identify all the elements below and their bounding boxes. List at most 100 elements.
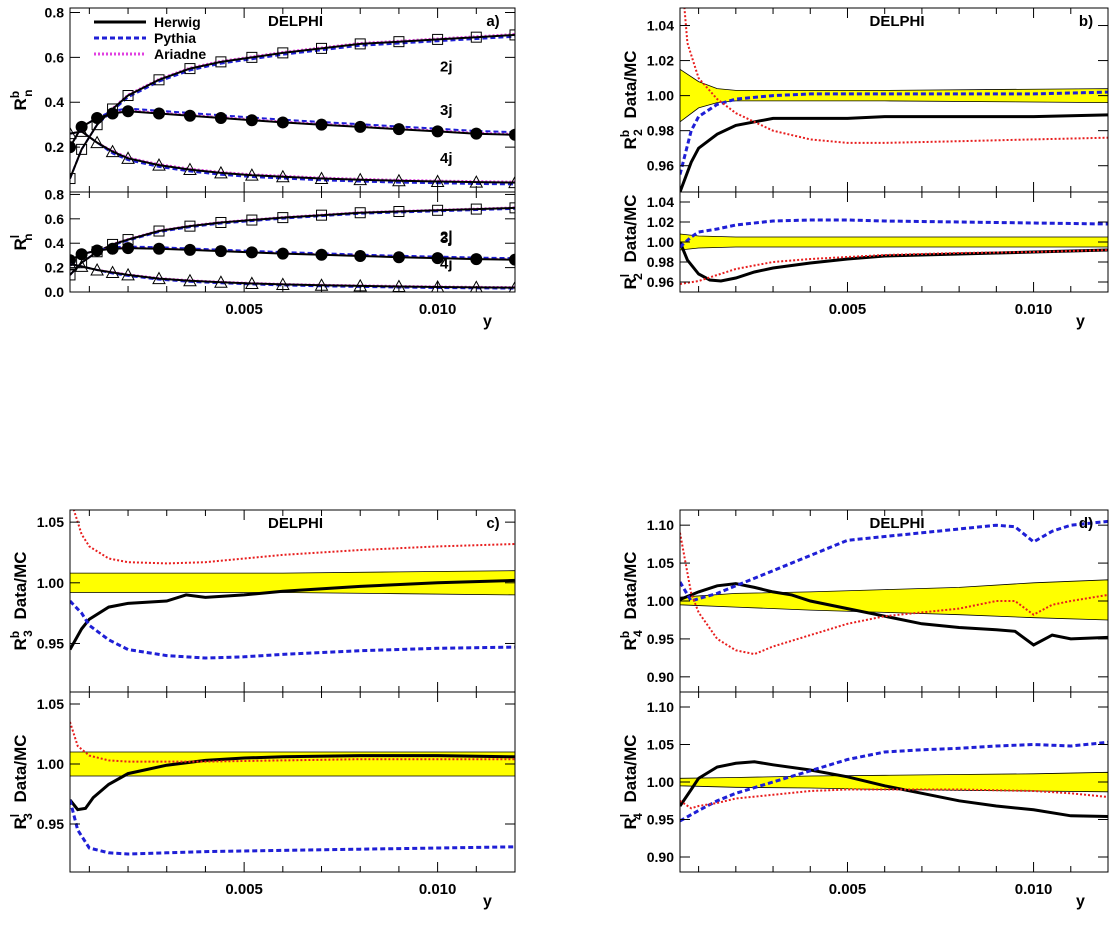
data-point-4j <box>105 265 120 278</box>
y-axis-label-main: R <box>621 638 640 650</box>
series-line-ariadne <box>680 532 1108 656</box>
y-axis-label: Rb2 Data/MC <box>618 50 645 149</box>
y-axis-label-suffix: Data/MC <box>621 734 640 807</box>
y-tick-label: 1.00 <box>647 774 674 790</box>
y-axis-label-sup: l <box>8 814 22 817</box>
y-tick-label: 0.95 <box>647 631 674 647</box>
data-point-3j <box>153 242 165 255</box>
y-axis-label-sup: b <box>8 91 22 98</box>
y-axis-label-sup: l <box>8 235 22 238</box>
data-point-3j <box>354 250 367 263</box>
data-point-2j <box>184 63 196 75</box>
y-axis-label: Rl4 Data/MC <box>618 734 645 829</box>
series-line-ariadne <box>72 510 515 565</box>
data-point-2j <box>246 214 258 226</box>
data-point-3j <box>470 253 483 266</box>
chart-a: 2j3j4j0.20.40.60.8Rbn2j3j4j0.00.20.40.60… <box>8 4 516 330</box>
y-axis-label-suffix: Data/MC <box>621 194 640 267</box>
panel-c-lower: 0.95 1.00 1.05 Rl3 Data/MC <box>8 691 516 873</box>
legend-label-pythia: Pythia <box>154 30 196 46</box>
x-axis-label: y <box>1076 893 1085 910</box>
data-point-3j <box>276 247 289 260</box>
y-tick-label: 1.05 <box>37 696 64 712</box>
data-point-4j <box>90 263 104 276</box>
data-point-4j <box>392 173 406 187</box>
data-point-3j <box>392 123 405 136</box>
markers-4j <box>70 124 515 189</box>
y-axis-label-sup: b <box>618 631 632 638</box>
y-tick-label: 1.00 <box>37 756 64 772</box>
data-point-2j <box>215 56 227 68</box>
data-point-3j <box>91 244 104 257</box>
panel-frame <box>69 191 516 293</box>
data-point-2j <box>76 143 88 155</box>
x-tick-label: 0.010 <box>1015 881 1053 898</box>
data-point-2j <box>393 36 405 48</box>
data-point-2j <box>470 31 482 43</box>
series-line-herwig <box>70 754 515 812</box>
markers-3j <box>70 242 515 267</box>
series-line-herwig <box>680 760 1108 818</box>
y-tick-label: 0.96 <box>647 158 674 174</box>
y-tick-label: 0.95 <box>647 812 674 828</box>
data-point-4j <box>275 169 290 183</box>
panel-frame <box>69 691 516 873</box>
series-line-herwig <box>680 241 1108 283</box>
data-point-4j <box>74 124 89 137</box>
y-tick-label: 0.98 <box>647 254 674 270</box>
data-point-2j <box>153 74 165 86</box>
markers-4j <box>70 256 515 292</box>
data-point-4j <box>431 279 445 292</box>
data-point-2j <box>432 33 444 45</box>
y-tick-label: 1.00 <box>647 234 674 250</box>
data-point-2j <box>277 212 289 224</box>
data-point-2j <box>70 173 76 185</box>
markers-2j <box>70 29 515 185</box>
series-line-pythia <box>70 799 515 856</box>
series-line-ariadne <box>680 249 1108 285</box>
y-axis-label-suffix: Data/MC <box>11 551 30 624</box>
data-point-3j <box>431 252 444 265</box>
data-point-4j <box>121 267 135 281</box>
uncertainty-band <box>680 233 1108 251</box>
group-label-3j: 3j <box>440 102 453 119</box>
chart-title: DELPHI <box>268 515 323 532</box>
markers-3j <box>70 105 515 154</box>
panel-c-upper: 0.95 1.00 1.05 Rb3 Data/MC <box>8 509 516 693</box>
plot-area <box>680 8 1108 192</box>
y-tick-label: 1.02 <box>647 214 674 230</box>
data-point-3j <box>354 120 367 133</box>
data-point-2j <box>153 225 165 237</box>
y-axis-label: Rbn <box>8 90 35 111</box>
series-line-pythia-3j <box>70 107 515 148</box>
data-point-3j <box>106 242 119 255</box>
plot-area <box>70 510 515 660</box>
series-line-herwig-4j <box>70 130 515 184</box>
y-tick-label: 1.02 <box>647 53 674 69</box>
y-axis-label-main: R <box>621 817 640 829</box>
y-axis-label-sup: l <box>618 814 632 817</box>
panel-d-lower: 0.90 0.95 1.00 1.05 1.10 Rl4 Data/MC <box>618 691 1109 873</box>
y-axis-label-suffix: Data/MC <box>621 50 640 123</box>
data-point-4j <box>508 175 515 189</box>
series-line-herwig <box>680 113 1108 192</box>
y-tick-label: 0.8 <box>45 4 65 20</box>
y-axis-label-sup: l <box>618 274 632 277</box>
series-line-herwig-4j <box>70 263 515 289</box>
data-point-2j <box>316 42 328 54</box>
x-tick-label: 0.010 <box>419 301 457 318</box>
panel-a-upper: 2j 3j 4j 0.2 0.4 0.6 0.8 Rbn <box>8 4 516 193</box>
y-tick-label: 0.98 <box>647 123 674 139</box>
y-axis-label: Rl3 Data/MC <box>8 734 35 829</box>
y-tick-label: 1.04 <box>647 18 674 34</box>
y-tick-label: 0.95 <box>37 635 64 651</box>
series-line-herwig-3j <box>70 247 515 262</box>
legend-label-ariadne: Ariadne <box>154 46 206 62</box>
series-line-herwig-2j <box>70 206 515 276</box>
y-axis-label-sup: b <box>618 130 632 137</box>
y-axis-label-sup: b <box>8 631 22 638</box>
data-point-4j <box>74 259 89 272</box>
y-axis-label-sub: 4 <box>631 630 645 637</box>
